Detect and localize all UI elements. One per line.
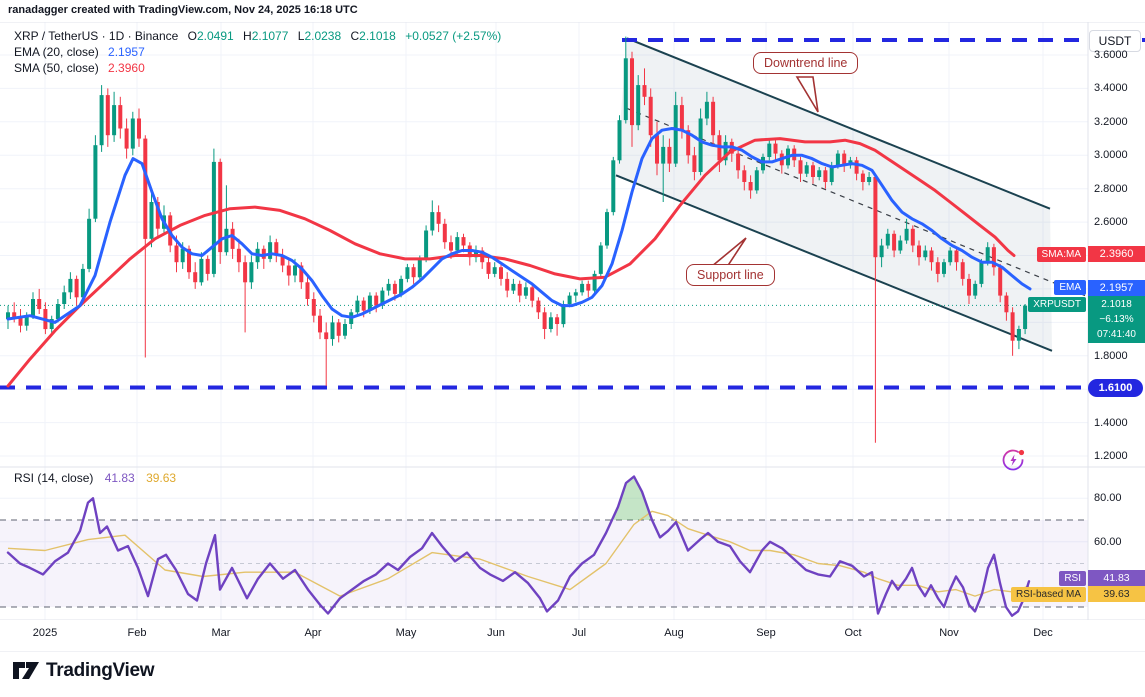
legend-row-ema[interactable]: EMA (20, close) 2.1957 — [14, 44, 501, 60]
last-change: −6.13% — [1099, 314, 1134, 326]
attribution-text: ranadagger created with TradingView.com,… — [8, 4, 358, 16]
price-tick: 3.0000 — [1094, 149, 1128, 162]
price-tick: 1.2000 — [1094, 450, 1128, 463]
rsi-legend[interactable]: RSI (14, close) 41.83 39.63 — [14, 471, 176, 485]
grid-layer — [0, 22, 1088, 620]
close-value: 2.1018 — [359, 29, 396, 43]
sma-label: SMA (50, close) — [14, 61, 99, 75]
rsi-tick: 80.00 — [1094, 492, 1122, 505]
month-label: Mar — [211, 627, 231, 639]
ema-label: EMA (20, close) — [14, 45, 99, 59]
sma-price-badge: 2.3960 — [1088, 246, 1145, 263]
month-label: Feb — [127, 627, 147, 639]
sma-value: 2.3960 — [108, 61, 145, 75]
month-label: Aug — [664, 627, 684, 639]
symbol-title: XRP / TetherUS · 1D · Binance — [14, 29, 179, 43]
horizontal-levels[interactable] — [0, 37, 1145, 390]
month-label: Nov — [939, 627, 959, 639]
open-value: 2.0491 — [196, 29, 234, 43]
support-line-callout[interactable]: Support line — [686, 264, 775, 286]
open-label: O — [187, 29, 197, 43]
rsi-overbought-fill — [614, 476, 652, 520]
rsi-value: 41.83 — [104, 471, 135, 485]
last-price-badge: 2.1018 −6.13% 07:41:40 — [1088, 296, 1145, 344]
ema-line — [6, 127, 1032, 324]
symbol-legend: XRP / TetherUS · 1D · Binance O2.0491 H2… — [14, 28, 501, 76]
rsi-line — [6, 475, 1031, 617]
rsi-tick: 60.00 — [1094, 535, 1122, 548]
tradingview-logo-icon — [13, 662, 39, 679]
price-tick: 3.6000 — [1094, 49, 1128, 61]
last-price: 2.1018 — [1101, 299, 1132, 311]
tradingview-logo-text: TradingView — [46, 659, 155, 681]
price-tick: 3.2000 — [1094, 115, 1128, 128]
time-scale[interactable]: 2025 Feb Mar Apr May Jun Jul Aug Sep Oct Nov Dec — [0, 620, 1145, 651]
attribution-bar — [0, 0, 1145, 22]
month-label: Jun — [487, 627, 505, 639]
month-label: Oct — [844, 627, 862, 639]
rsi-panel — [0, 475, 1088, 617]
candles-layer — [6, 36, 1028, 443]
price-tick: 1.8000 — [1094, 349, 1128, 362]
rsi-ma-line — [7, 510, 1030, 597]
descending-channel[interactable] — [615, 37, 1086, 352]
tradingview-logo[interactable]: TradingView — [12, 658, 155, 683]
currency-toggle-button[interactable]: USDT — [1089, 30, 1141, 52]
rsi-ma-badge-row: RSI-based MA 39.63 — [1010, 586, 1145, 603]
high-value: 2.1077 — [251, 29, 289, 43]
month-label: Jul — [571, 627, 587, 639]
downtrend-line-callout[interactable]: Downtrend line — [753, 52, 859, 74]
flash-refresh-icon[interactable] — [1000, 446, 1028, 474]
month-label: Sep — [756, 627, 776, 639]
rsi-label: RSI (14, close) — [14, 471, 94, 485]
legend-row-symbol[interactable]: XRP / TetherUS · 1D · Binance O2.0491 H2… — [14, 28, 501, 44]
rsi-ma-floating-label: RSI-based MA — [1010, 586, 1086, 602]
price-tick: 2.8000 — [1094, 182, 1128, 195]
rsi-floating-label: RSI — [1059, 570, 1086, 586]
sma-floating-label: SMA:MA — [1036, 246, 1086, 262]
ema-floating-label: EMA — [1054, 280, 1086, 296]
change-value: +0.0527 (+2.57%) — [405, 29, 502, 43]
ema-value: 2.1957 — [108, 45, 145, 59]
support-level-badge: 1.6100 — [1088, 378, 1143, 397]
bar-countdown: 07:41:40 — [1097, 329, 1136, 341]
rsi-badge-row: RSI 41.83 — [1059, 570, 1145, 587]
last-price-badge-row: XRPUSDT 2.1018 −6.13% 07:41:40 — [1028, 296, 1145, 344]
rsi-ma-value: 39.63 — [146, 471, 177, 485]
rsi-value-badge: 41.83 — [1088, 570, 1145, 587]
month-label: May — [395, 627, 417, 639]
price-tick: 3.4000 — [1094, 82, 1128, 95]
ema-price-badge: 2.1957 — [1088, 279, 1145, 296]
month-label: Apr — [304, 627, 322, 639]
sma-price-badge-row: SMA:MA 2.3960 — [1036, 246, 1145, 263]
ema-price-badge-row: EMA 2.1957 — [1054, 279, 1145, 296]
symbol-floating-label: XRPUSDT — [1028, 297, 1086, 313]
high-label: H — [243, 29, 252, 43]
price-tick: 2.6000 — [1094, 216, 1128, 229]
flash-icon-graphic — [1002, 449, 1025, 471]
sma-line — [6, 137, 1016, 388]
low-value: 2.0238 — [304, 29, 342, 43]
low-label: L — [297, 29, 305, 43]
rsi-ma-value-badge: 39.63 — [1088, 586, 1145, 603]
price-tick: 1.4000 — [1094, 416, 1128, 429]
month-label: Dec — [1033, 627, 1053, 639]
month-label: 2025 — [32, 627, 58, 639]
legend-row-sma[interactable]: SMA (50, close) 2.3960 — [14, 60, 501, 76]
close-label: C — [350, 29, 360, 43]
